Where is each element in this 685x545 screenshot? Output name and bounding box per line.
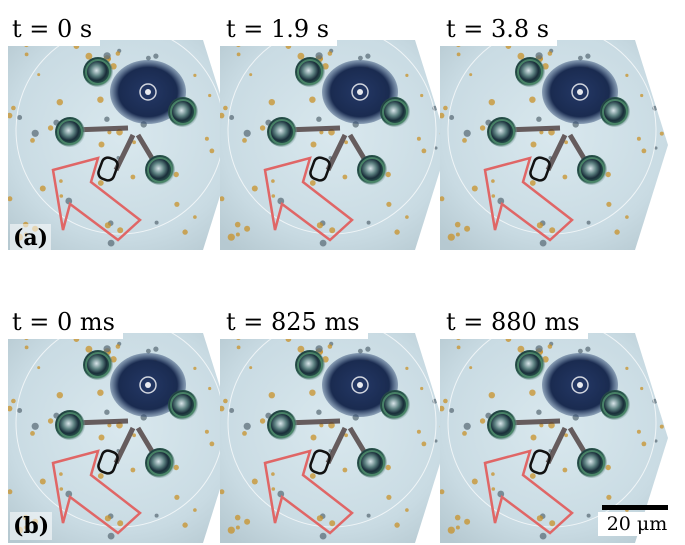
trapped-bead-1 (295, 57, 325, 87)
trapped-bead-3 (168, 97, 198, 127)
micro-rod (97, 156, 119, 182)
trapped-bead-4 (145, 155, 175, 185)
trapped-bead-2 (55, 410, 85, 440)
direction-arrow (483, 156, 574, 242)
direction-arrow (263, 156, 354, 242)
trapped-bead-2 (267, 117, 297, 147)
field-circle (447, 40, 657, 235)
frame-b1 (8, 333, 236, 543)
trapped-bead-4 (357, 448, 387, 478)
trapped-bead-2 (487, 410, 517, 440)
time-label-b2: t = 825 ms (220, 305, 368, 339)
frame-a2 (220, 40, 448, 250)
trapped-bead-4 (357, 155, 387, 185)
time-label-a3: t = 3.8 s (440, 12, 558, 46)
micro-rod (309, 156, 331, 182)
scale-bar: 20 μm (598, 505, 678, 539)
trapped-bead-3 (600, 97, 630, 127)
row-label-b: (b) (10, 512, 53, 540)
micro-rod (529, 449, 551, 475)
time-label-a2: t = 1.9 s (220, 12, 338, 46)
trapped-bead-3 (380, 390, 410, 420)
trapped-bead-4 (577, 155, 607, 185)
trapped-bead-4 (577, 448, 607, 478)
trapped-bead-2 (267, 410, 297, 440)
field-circle (227, 333, 437, 528)
field-circle (447, 333, 657, 528)
direction-arrow (51, 449, 142, 535)
scale-bar-line (602, 505, 668, 510)
micro-rod (97, 449, 119, 475)
trapped-bead-3 (380, 97, 410, 127)
panels-group (8, 40, 668, 543)
trapped-bead-3 (168, 390, 198, 420)
trapped-bead-2 (487, 117, 517, 147)
time-label-a1: t = 0 s (6, 12, 101, 46)
frame-a1 (8, 40, 236, 250)
micro-rod (529, 156, 551, 182)
trapped-bead-1 (295, 350, 325, 380)
trapped-bead-1 (83, 350, 113, 380)
trapped-bead-2 (55, 117, 85, 147)
direction-arrow (51, 156, 142, 242)
direction-arrow (263, 449, 354, 535)
frame-b2 (220, 333, 448, 543)
time-label-b3: t = 880 ms (440, 305, 588, 339)
field-circle (227, 40, 437, 235)
trapped-bead-4 (145, 448, 175, 478)
direction-arrow (483, 449, 574, 535)
trapped-bead-3 (600, 390, 630, 420)
trapped-bead-1 (83, 57, 113, 87)
frame-a3 (440, 40, 668, 250)
scale-bar-label: 20 μm (598, 512, 676, 536)
micro-rod (309, 449, 331, 475)
time-label-b1: t = 0 ms (6, 305, 123, 339)
trapped-bead-1 (515, 350, 545, 380)
row-label-a: (a) (10, 224, 52, 252)
trapped-bead-1 (515, 57, 545, 87)
